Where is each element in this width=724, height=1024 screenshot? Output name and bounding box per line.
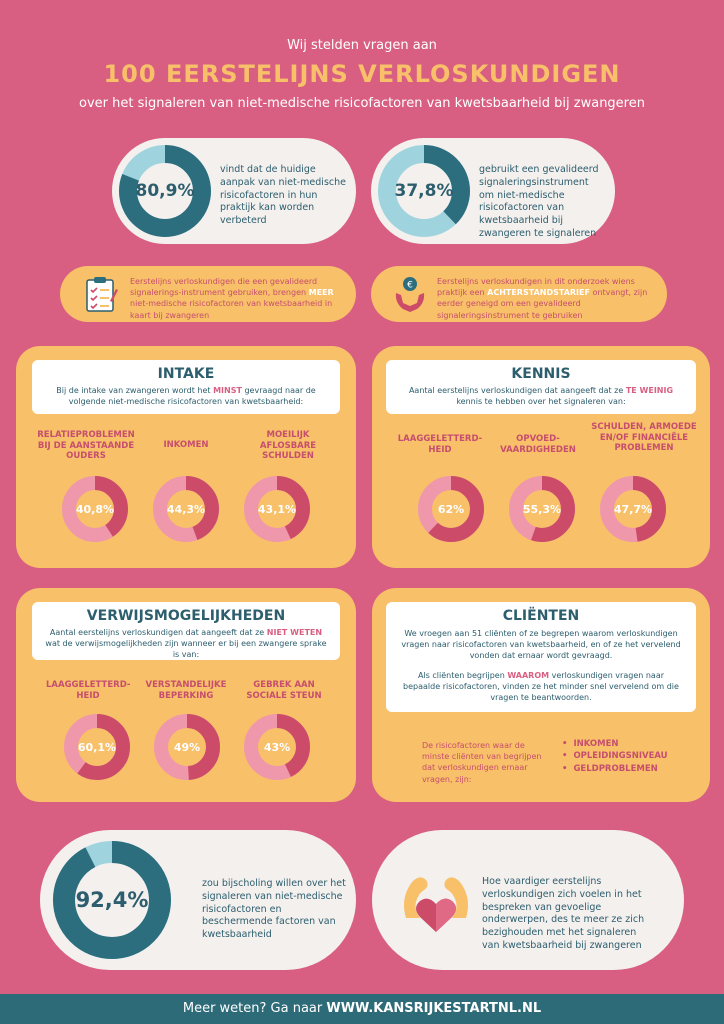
panel-title: KENNIS <box>511 366 571 382</box>
stat-value: 92,4% <box>75 888 149 912</box>
category-label: OPVOED-VAARDIGHEDEN <box>500 434 576 455</box>
donut-value: 43% <box>263 740 291 754</box>
category-label: GEBREK AAN SOCIALE STEUN <box>246 680 322 701</box>
stat-text: vindt dat de huidige aanpak van niet-med… <box>220 164 346 227</box>
panel-kennis: KENNIS Aantal eerstelijns verloskundigen… <box>372 346 710 568</box>
stat-value: 37,8% <box>394 181 454 201</box>
panel-description: Aantal eerstelijns verloskundigen dat aa… <box>408 386 674 406</box>
donut-value: 44,3% <box>166 502 206 516</box>
donut-value: 40,8% <box>75 502 115 516</box>
info-card-skills: Hoe vaardiger eerstelijns verloskundigen… <box>372 830 684 970</box>
big-donut-improvement: 80,9% <box>118 144 212 238</box>
category-label: MOEILIJK AFLOSBARE SCHULDEN <box>259 430 317 462</box>
list-item: OPLEIDINGSNIVEAU <box>562 750 667 762</box>
fact-bar-more-factors: Eerstelijns verloskundigen die een geval… <box>60 266 356 322</box>
donut-kennis-debts: 47,7% <box>600 476 666 542</box>
stat-card-instrument: 37,8% gebruikt een gevalideerd signaleri… <box>371 138 615 244</box>
donut-intake-relation: 40,8% <box>62 476 128 542</box>
donut-intake-income: 44,3% <box>153 476 219 542</box>
big-donut-instrument: 37,8% <box>377 144 471 238</box>
category-label: VERSTANDELIJKE BEPERKING <box>145 680 227 701</box>
category-label: SCHULDEN, ARMOEDE EN/OF FINANCIËLE PROBL… <box>591 422 697 454</box>
donut-fill <box>154 714 220 780</box>
footer-prefix: Meer weten? Ga naar <box>182 1001 327 1016</box>
stat-card-training: 92,4% zou bijscholing willen over het si… <box>40 830 356 970</box>
donut-fill <box>418 476 484 542</box>
panel-title: VERWIJSMOGELIJKHEDEN <box>86 608 286 624</box>
donut-verwijs-support: 43% <box>244 714 310 780</box>
panel-header: KENNIS Aantal eerstelijns verloskundigen… <box>386 360 696 414</box>
header-subtitle: over het signaleren van niet-medische ri… <box>79 96 645 111</box>
stat-card-improvement: 80,9% vindt dat de huidige aanpak van ni… <box>112 138 356 244</box>
donut-fill <box>62 476 128 542</box>
panel-title: CLIËNTEN <box>502 608 580 624</box>
donut-value: 62% <box>437 502 465 516</box>
donut-verwijs-disability: 49% <box>154 714 220 780</box>
donut-fill <box>64 714 130 780</box>
donut-kennis-parenting: 55,3% <box>509 476 575 542</box>
clipboard-icon <box>84 275 118 317</box>
info-text: Hoe vaardiger eerstelijns verloskundigen… <box>482 876 645 952</box>
category-label: INKOMEN <box>163 440 209 450</box>
panel-description: Bij de intake van zwangeren wordt het MI… <box>56 386 316 406</box>
donut-value: 43,1% <box>257 502 297 516</box>
clients-paragraph-2: Als cliënten begrijpen WAAROM verloskund… <box>403 670 679 702</box>
donut-fill <box>244 476 310 542</box>
footer: Meer weten? Ga naar WWW.KANSRIJKESTARTNL… <box>0 994 724 1024</box>
footer-link[interactable]: WWW.KANSRIJKESTARTNL.NL <box>326 1001 542 1016</box>
panel-verwijs: VERWIJSMOGELIJKHEDEN Aantal eerstelijns … <box>16 588 356 802</box>
fact-text: Eerstelijns verloskundigen in dit onderz… <box>437 277 648 320</box>
stat-text: zou bijscholing willen over het signaler… <box>202 878 346 941</box>
risk-list-intro: De risicofactoren waar de minste cliënte… <box>422 741 542 784</box>
panel-header: CLIËNTEN We vroegen aan 51 cliënten of z… <box>386 602 696 712</box>
heart-arms-icon <box>400 872 472 940</box>
donut-value: 49% <box>173 740 201 754</box>
stat-value: 80,9% <box>135 181 195 201</box>
donut-fill <box>244 714 310 780</box>
svg-text:€: € <box>407 281 413 291</box>
fact-text: Eerstelijns verloskundigen die een geval… <box>130 277 334 320</box>
donut-kennis-literacy: 62% <box>418 476 484 542</box>
donut-fill <box>153 476 219 542</box>
panel-header: INTAKE Bij de intake van zwangeren wordt… <box>32 360 340 414</box>
category-label: LAAGGELETTERD-HEID <box>397 434 483 455</box>
header-title: 100 EERSTELIJNS VERLOSKUNDIGEN <box>103 60 621 88</box>
category-label: LAAGGELETTERD-HEID <box>46 680 131 701</box>
panel-header: VERWIJSMOGELIJKHEDEN Aantal eerstelijns … <box>32 602 340 660</box>
panel-intake: INTAKE Bij de intake van zwangeren wordt… <box>16 346 356 568</box>
stat-text: gebruikt een gevalideerd signaleringsins… <box>479 164 599 240</box>
panel-clienten: CLIËNTEN We vroegen aan 51 cliënten of z… <box>372 588 710 802</box>
donut-value: 60,1% <box>77 740 117 754</box>
donut-value: 47,7% <box>613 502 653 516</box>
big-donut-training: 92,4% <box>52 840 172 960</box>
money-hands-icon: € <box>393 275 427 317</box>
donut-fill <box>119 145 211 237</box>
donut-value: 55,3% <box>522 502 562 516</box>
list-item: INKOMEN <box>562 738 668 750</box>
header-intro: Wij stelden vragen aan <box>287 38 437 53</box>
donut-fill <box>600 476 666 542</box>
list-item: GELDPROBLEMEN <box>562 763 668 775</box>
panel-description: Aantal eerstelijns verloskundigen dat aa… <box>45 628 327 659</box>
panel-title: INTAKE <box>157 366 215 382</box>
donut-fill <box>378 145 470 237</box>
risk-list: INKOMEN OPLEIDINGSNIVEAU GELDPROBLEMEN <box>562 738 668 775</box>
donut-fill <box>509 476 575 542</box>
fact-bar-achterstand: € Eerstelijns verloskundigen in dit onde… <box>371 266 667 322</box>
donut-fill <box>53 841 171 959</box>
donut-verwijs-literacy: 60,1% <box>64 714 130 780</box>
category-label: RELATIEPROBLEMEN BIJ DE AANSTAANDE OUDER… <box>37 430 135 462</box>
clients-paragraph-1: We vroegen aan 51 cliënten of ze begrepe… <box>401 629 681 661</box>
donut-intake-debts: 43,1% <box>244 476 310 542</box>
